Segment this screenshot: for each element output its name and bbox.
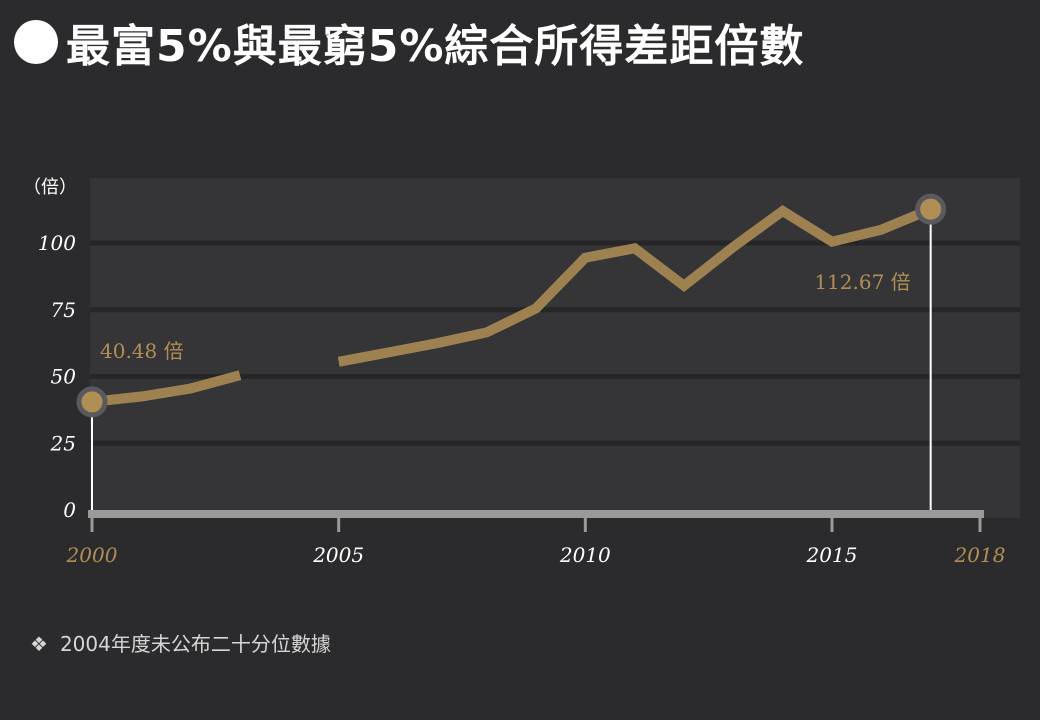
endpoint-markers <box>76 193 947 418</box>
diamond-bullet-icon: ❖ <box>30 632 48 656</box>
y-axis-label: （倍） <box>23 177 77 198</box>
x-tick-label-2010: 2010 <box>559 543 611 567</box>
start-point-marker <box>76 386 108 418</box>
y-tick-label-50: 50 <box>51 365 77 389</box>
y-axis-tick-labels: 0 25 50 75 100 <box>38 231 76 522</box>
series-line <box>91 204 933 407</box>
annotation-start: 40.48 倍 <box>100 339 184 363</box>
end-point-marker <box>915 193 947 225</box>
y-tick-label-25: 25 <box>50 431 76 455</box>
x-tick-label-2005: 2005 <box>312 543 364 567</box>
annotations: 40.48 倍 112.67 倍 <box>100 270 911 363</box>
series-segment-1 <box>91 370 242 407</box>
x-axis-guide-lines <box>91 209 932 510</box>
footnote-text: 2004年度未公布二十分位數據 <box>59 632 331 656</box>
y-tick-label-75: 75 <box>51 298 76 322</box>
footnote: ❖ 2004年度未公布二十分位數據 <box>30 628 331 657</box>
chart-title-bar: 最富5%與最窮5%綜合所得差距倍數 <box>14 10 804 74</box>
gridlines <box>90 240 1020 446</box>
y-tick-label-0: 0 <box>63 498 76 522</box>
series-segment-2 <box>337 204 933 367</box>
x-tick-label-2000: 2000 <box>66 543 118 567</box>
title-bullet-icon <box>14 20 58 64</box>
x-axis-ticks: 2000 2005 2010 2015 2018 <box>66 510 1006 567</box>
chart-title: 最富5%與最窮5%綜合所得差距倍數 <box>66 21 805 72</box>
x-tick-label-2015: 2015 <box>806 543 858 567</box>
annotation-end: 112.67 倍 <box>814 270 910 294</box>
y-tick-label-100: 100 <box>38 231 76 255</box>
line-chart: 0 25 50 75 100 （倍） 2000 2005 2010 2015 2018 40.4… <box>23 177 1020 567</box>
x-tick-label-2018: 2018 <box>954 543 1006 567</box>
